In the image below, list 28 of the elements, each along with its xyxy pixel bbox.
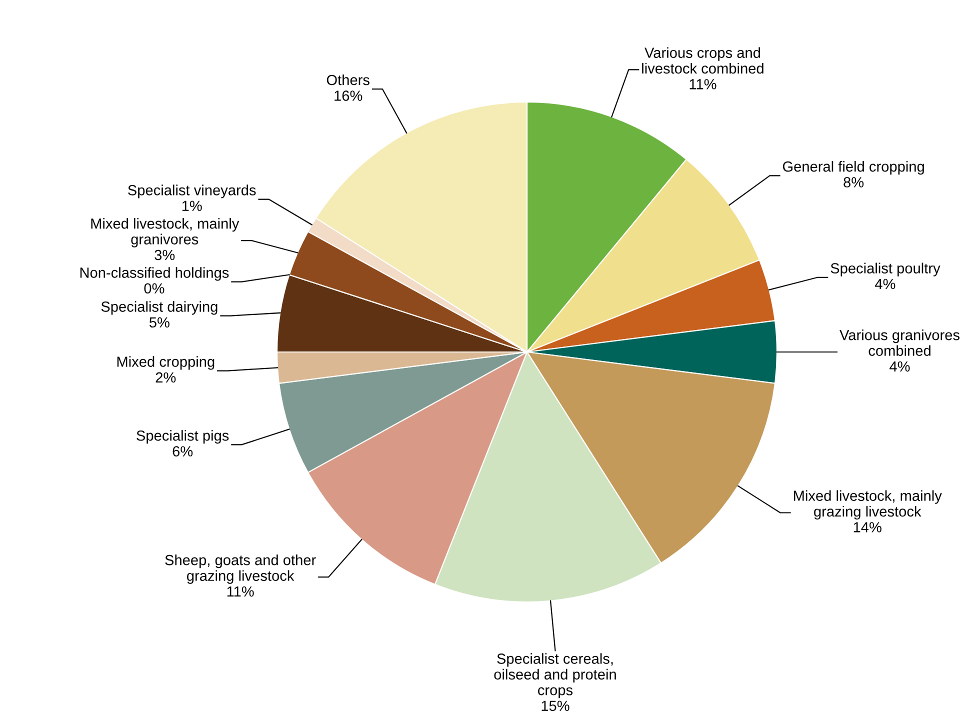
- slice-label: General field cropping: [782, 161, 924, 175]
- data-label: 1%: [182, 200, 202, 211]
- data-label: 15%: [542, 700, 570, 712]
- slice-label: Specialist vineyards: [128, 184, 256, 198]
- data-label: 8%: [844, 177, 864, 188]
- slice-label: Mixed livestock, mainly granivores: [91, 218, 240, 248]
- data-label: 16%: [334, 90, 362, 101]
- slice-label: Specialist dairying: [101, 301, 218, 315]
- slice-label: Various granivores combined: [840, 329, 960, 356]
- data-label: 4%: [874, 278, 896, 290]
- text: 0%: [144, 283, 164, 294]
- slice-label: Sheep, goats and other grazing livestock: [165, 554, 316, 584]
- legend-label: Non-classified holdings: [80, 267, 229, 281]
- data-label: 3%: [154, 250, 175, 260]
- slice-label: Mixed cropping: [117, 356, 214, 370]
- slice-label: Various crops and livestock combined: [642, 47, 764, 74]
- slice-label: Specialist cereals, oilseed and protein crops: [494, 653, 616, 698]
- slice-label: Mixed livestock, mainly grazing livestock: [794, 490, 942, 520]
- data-label: 11%: [227, 586, 254, 597]
- slice-label: Others: [326, 74, 370, 86]
- data-label: 2%: [156, 372, 176, 383]
- data-label: 4%: [890, 361, 910, 372]
- data-label: 6%: [172, 446, 193, 456]
- data-label: 5%: [149, 317, 170, 328]
- data-label: 14%: [854, 522, 882, 532]
- slice-label: Specialist pigs: [136, 430, 229, 444]
- data-label: 11%: [690, 79, 716, 90]
- slice-label: Specialist poultry: [830, 262, 940, 276]
